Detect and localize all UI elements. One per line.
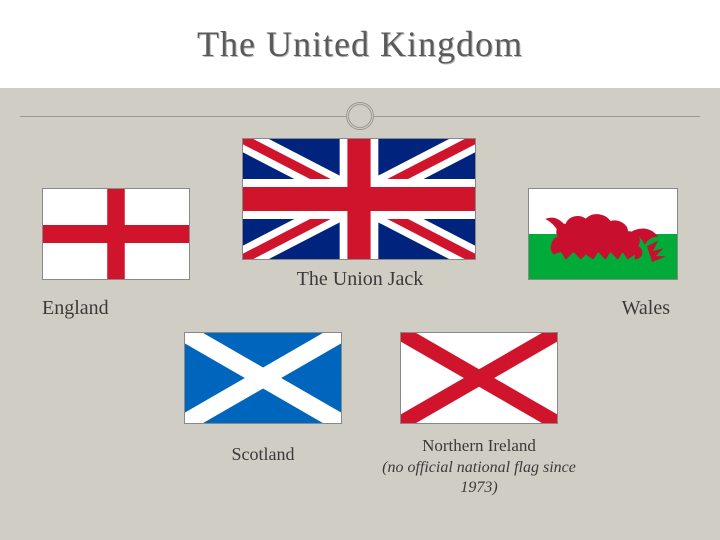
label-northern-ireland: Northern Ireland (no official national f…	[370, 436, 588, 498]
flag-northern-ireland	[400, 332, 558, 424]
flag-wales	[528, 188, 678, 280]
label-wales: Wales	[528, 297, 678, 320]
flag-scotland	[184, 332, 342, 424]
ring-icon	[346, 102, 374, 130]
label-england: England	[42, 297, 190, 320]
flag-england	[42, 188, 190, 280]
label-scotland: Scotland	[184, 444, 342, 465]
ni-title: Northern Ireland	[422, 436, 536, 455]
divider-ornament	[0, 102, 720, 130]
title-bar: The United Kingdom	[0, 0, 720, 88]
page-title: The United Kingdom	[197, 23, 523, 65]
flag-union-jack	[242, 138, 476, 260]
ni-subtitle: (no official national flag since 1973)	[370, 458, 588, 498]
